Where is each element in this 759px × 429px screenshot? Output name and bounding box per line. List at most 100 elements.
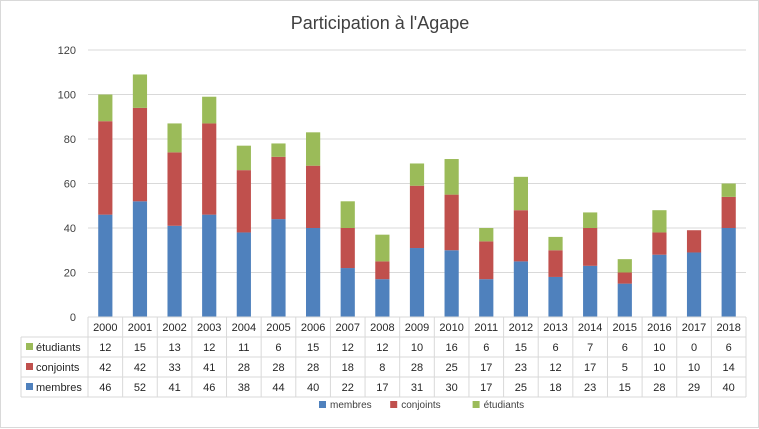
bar-membres-2000 — [98, 214, 113, 317]
table-row-label-étudiants: étudiants — [36, 342, 81, 354]
bar-conjoints-2004 — [236, 170, 251, 233]
data-label-étudiants-2003: 12 — [203, 342, 215, 354]
x-tick-label: 2008 — [370, 322, 394, 334]
bar-membres-2013 — [548, 276, 563, 317]
y-tick-label: 80 — [64, 134, 76, 146]
bar-conjoints-2002 — [167, 152, 182, 226]
table-row-label-membres: membres — [36, 382, 82, 394]
y-tick-label: 120 — [58, 45, 76, 57]
bar-conjoints-2007 — [340, 228, 355, 269]
data-label-conjoints-2002: 33 — [168, 362, 180, 374]
data-label-étudiants-2013: 6 — [552, 342, 558, 354]
bar-membres-2015 — [617, 283, 632, 317]
data-label-conjoints-2016: 10 — [653, 362, 665, 374]
data-label-membres-2015: 15 — [619, 382, 631, 394]
bar-étudiants-2009 — [409, 163, 425, 186]
bar-étudiants-2004 — [236, 145, 251, 171]
bar-membres-2009 — [409, 248, 425, 317]
data-table: 2000 2001 2002 2003 2004 2005 2006 2007 2008 2009… — [20, 316, 747, 398]
bar-conjoints-2017 — [686, 230, 702, 253]
data-label-étudiants-2011: 6 — [483, 342, 489, 354]
bar-étudiants-2005 — [271, 143, 286, 157]
data-label-membres-2013: 18 — [549, 382, 561, 394]
x-tick-label: 2016 — [647, 322, 671, 334]
x-tick-label: 2000 — [93, 322, 117, 334]
data-label-conjoints-2011: 17 — [480, 362, 492, 374]
y-axis-ticks: 0 20 40 60 80 100 120 — [58, 45, 76, 324]
x-tick-label: 2003 — [197, 322, 221, 334]
bar-conjoints-2000 — [98, 121, 113, 215]
data-label-membres-2014: 23 — [584, 382, 596, 394]
x-tick-label: 2010 — [439, 322, 463, 334]
bar-conjoints-2003 — [202, 123, 217, 215]
bar-conjoints-2010 — [444, 194, 459, 251]
data-label-membres-2000: 46 — [99, 382, 111, 394]
x-tick-label: 2014 — [578, 322, 602, 334]
data-label-conjoints-2007: 18 — [342, 362, 354, 374]
data-label-conjoints-2000: 42 — [99, 362, 111, 374]
data-label-conjoints-2006: 28 — [307, 362, 319, 374]
bar-conjoints-2016 — [652, 232, 667, 255]
bar-étudiants-2014 — [583, 212, 598, 228]
table-legend-key-étudiants — [26, 343, 33, 350]
bar-membres-2016 — [652, 254, 667, 317]
bar-étudiants-2015 — [617, 259, 632, 273]
bar-étudiants-2010 — [444, 159, 459, 195]
bar-conjoints-2008 — [375, 261, 390, 280]
data-label-conjoints-2015: 5 — [622, 362, 628, 374]
data-label-membres-2002: 41 — [168, 382, 180, 394]
bar-étudiants-2007 — [340, 201, 355, 228]
data-label-étudiants-2006: 15 — [307, 342, 319, 354]
data-label-membres-2010: 30 — [446, 382, 458, 394]
data-label-étudiants-2007: 12 — [342, 342, 354, 354]
bar-conjoints-2015 — [617, 272, 632, 284]
data-label-membres-2001: 52 — [134, 382, 146, 394]
bars — [98, 74, 736, 317]
bar-conjoints-2018 — [721, 196, 736, 228]
bar-conjoints-2006 — [306, 165, 321, 228]
bar-membres-2001 — [132, 201, 148, 317]
y-tick-label: 0 — [70, 312, 76, 324]
data-label-membres-2007: 22 — [342, 382, 354, 394]
bar-membres-2006 — [306, 228, 321, 317]
bar-membres-2008 — [375, 279, 390, 317]
legend-label-membres: membres — [330, 400, 372, 411]
data-label-membres-2005: 44 — [272, 382, 284, 394]
data-label-étudiants-2001: 15 — [134, 342, 146, 354]
data-label-conjoints-2010: 25 — [446, 362, 458, 374]
bar-étudiants-2013 — [548, 236, 563, 251]
legend-label-étudiants: étudiants — [484, 400, 525, 411]
bar-étudiants-2011 — [479, 228, 494, 242]
bar-étudiants-2012 — [513, 176, 528, 211]
bar-étudiants-2000 — [98, 94, 113, 122]
bar-membres-2012 — [513, 261, 528, 317]
data-label-étudiants-2016: 10 — [653, 342, 665, 354]
bar-étudiants-2003 — [202, 96, 217, 124]
data-label-étudiants-2010: 16 — [446, 342, 458, 354]
data-label-membres-2018: 40 — [723, 382, 735, 394]
data-label-membres-2016: 28 — [653, 382, 665, 394]
bar-membres-2014 — [583, 265, 598, 317]
y-tick-label: 100 — [58, 90, 76, 102]
legend-key-étudiants — [472, 401, 480, 408]
data-label-étudiants-2015: 6 — [622, 342, 628, 354]
bar-conjoints-2012 — [513, 210, 528, 262]
x-tick-label: 2017 — [682, 322, 706, 334]
data-label-conjoints-2005: 28 — [272, 362, 284, 374]
bar-conjoints-2005 — [271, 156, 286, 220]
y-tick-label: 40 — [64, 223, 76, 235]
data-label-conjoints-2001: 42 — [134, 362, 146, 374]
bar-conjoints-2009 — [409, 185, 425, 249]
data-label-étudiants-2018: 6 — [726, 342, 732, 354]
data-label-membres-2017: 29 — [688, 382, 700, 394]
x-tick-label: 2007 — [335, 322, 359, 334]
data-label-conjoints-2009: 28 — [411, 362, 423, 374]
data-label-membres-2009: 31 — [411, 382, 423, 394]
legend-key-membres — [319, 401, 326, 408]
bar-conjoints-2014 — [583, 228, 598, 266]
bar-membres-2003 — [202, 214, 217, 317]
bar-étudiants-2018 — [721, 183, 736, 197]
data-label-étudiants-2005: 6 — [275, 342, 281, 354]
bar-étudiants-2001 — [132, 74, 148, 108]
